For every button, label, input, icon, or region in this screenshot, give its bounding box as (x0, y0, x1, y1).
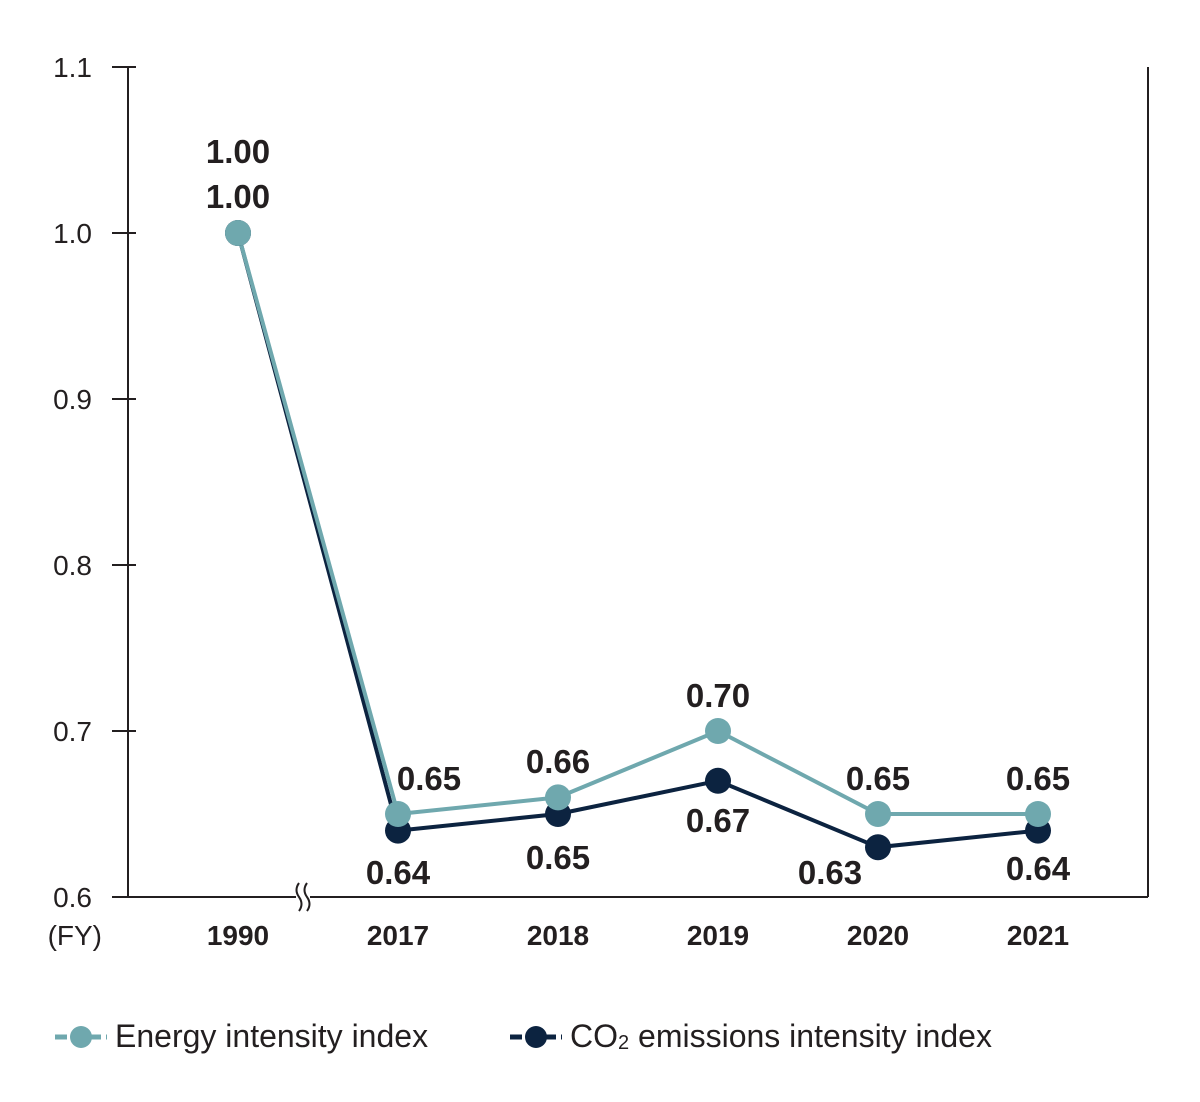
data-point-0 (865, 801, 891, 827)
x-tick-label: 2017 (367, 920, 429, 951)
co2-data-label: 0.64 (366, 854, 431, 891)
legend-energy-marker-icon (55, 1025, 107, 1048)
y-tick-label: 1.0 (53, 218, 92, 249)
y-tick-label: 1.1 (53, 52, 92, 83)
x-tick-label: 2020 (847, 920, 909, 951)
legend-energy: Energy intensity index (55, 1018, 428, 1055)
legend-co2: CO2 emissions intensity index (510, 1018, 992, 1055)
x-tick-label: 2019 (687, 920, 749, 951)
y-axis-ticks: 0.6 0.7 0.8 0.9 1.0 1.1 (FY) (48, 52, 136, 951)
energy-data-label: 0.65 (846, 760, 910, 797)
legend-co2-label-part1: CO (570, 1018, 618, 1054)
data-point-0 (1025, 801, 1051, 827)
energy-data-label: 0.70 (686, 677, 750, 714)
y-tick-label: 0.7 (53, 716, 92, 747)
x-axis-labels: 1990 2017 2018 2019 2020 2021 (207, 920, 1069, 951)
energy-data-label: 0.66 (526, 743, 590, 780)
data-labels: 1.00 0.65 0.66 0.70 0.65 0.65 1.00 0.64 0.65 0.67… (206, 133, 1071, 891)
data-point-1 (865, 834, 891, 861)
series-line-0 (236, 232, 1038, 816)
series-points (225, 220, 1051, 861)
x-unit-label: (FY) (48, 920, 102, 951)
y-tick-label: 0.9 (53, 384, 92, 415)
y-tick-label: 0.8 (53, 550, 92, 581)
co2-data-label: 0.67 (686, 802, 750, 839)
x-tick-label: 1990 (207, 920, 269, 951)
co2-data-label: 1.00 (206, 178, 270, 215)
x-tick-label: 2021 (1007, 920, 1069, 951)
co2-data-label: 0.63 (798, 854, 862, 891)
legend-co2-label: CO2 emissions intensity index (570, 1018, 992, 1055)
y-tick-label: 0.6 (53, 882, 92, 913)
legend-co2-marker-icon (510, 1025, 562, 1048)
co2-data-label: 0.64 (1006, 850, 1071, 887)
series-lines (236, 232, 1039, 850)
data-point-0 (705, 718, 731, 744)
co2-data-label: 0.65 (526, 839, 590, 876)
legend-energy-label: Energy intensity index (115, 1018, 429, 1054)
data-point-0 (545, 784, 571, 811)
energy-data-label: 0.65 (1006, 760, 1070, 797)
axis-break-mark-right (303, 882, 311, 912)
series-line-1 (236, 232, 1039, 850)
data-point-1 (705, 767, 731, 794)
line-chart: 0.6 0.7 0.8 0.9 1.0 1.1 (FY) 1990 2017 2018 2019 2… (48, 52, 1149, 951)
data-point-0 (225, 220, 251, 246)
legend-co2-label-part2: emissions intensity index (629, 1018, 992, 1054)
legend-co2-label-sub: 2 (618, 1032, 630, 1054)
axis-break-mark-left (295, 882, 303, 912)
axes (127, 67, 1149, 912)
energy-data-label: 0.65 (397, 760, 461, 797)
data-point-0 (385, 801, 411, 827)
x-tick-label: 2018 (527, 920, 589, 951)
axis-break-gap (296, 883, 310, 911)
energy-data-label: 1.00 (206, 133, 270, 170)
